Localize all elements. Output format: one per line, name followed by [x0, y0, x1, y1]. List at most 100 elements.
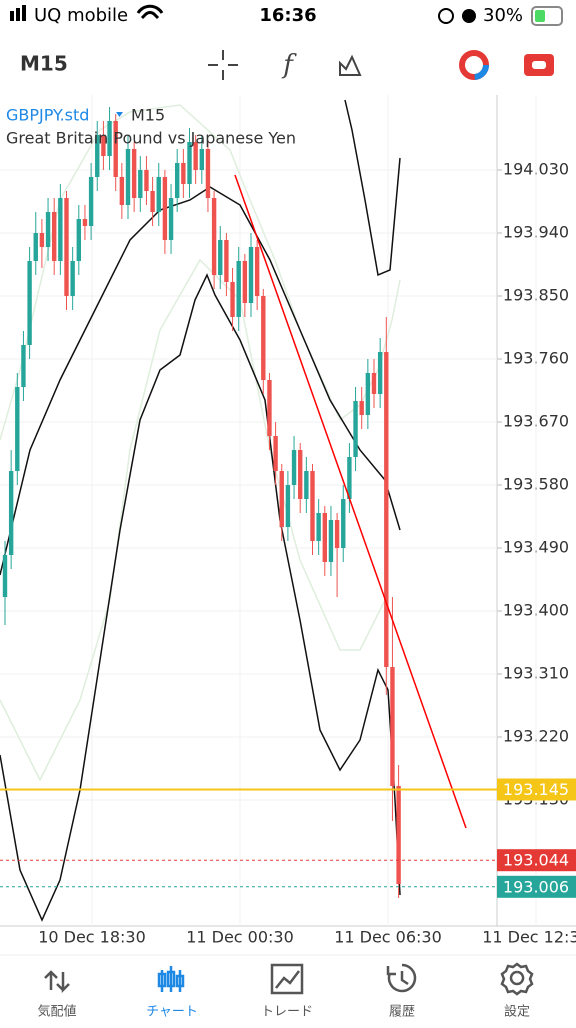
- candle-body: [211, 198, 217, 275]
- trend-line: [234, 174, 467, 829]
- candle-body: [15, 387, 20, 471]
- candle-body: [27, 261, 32, 345]
- candle-body: [384, 352, 389, 667]
- candle-body: [322, 513, 327, 562]
- candle-body: [261, 296, 266, 380]
- candle-body: [224, 240, 229, 282]
- wifi-icon: [136, 4, 164, 20]
- objects-button[interactable]: [339, 54, 362, 76]
- candle-body: [45, 212, 51, 247]
- tab-icon[interactable]: [270, 963, 304, 995]
- candle-body: [52, 212, 57, 261]
- tab-bar: 気配値 チャート トレード 履歴 設定: [37, 962, 534, 1020]
- price-label-box: [497, 875, 576, 898]
- candle-body: [390, 667, 395, 786]
- x-tick-label: 10 Dec 18:30: [38, 928, 146, 947]
- grid: 194.030193.940193.850193.760193.670193.5…: [0, 95, 576, 947]
- candle-body: [304, 471, 309, 499]
- tab-label[interactable]: トレード: [261, 1005, 313, 1020]
- candle-body: [334, 520, 340, 548]
- timeframe-button[interactable]: M15: [20, 52, 68, 76]
- price-label-box: [497, 778, 576, 801]
- candle-body: [347, 457, 352, 499]
- alarm-icon: [462, 9, 476, 23]
- battery-percent: 30%: [483, 5, 523, 26]
- clock: 16:36: [259, 5, 316, 26]
- candle-body: [310, 471, 315, 541]
- candle-body: [341, 499, 346, 548]
- candle-body: [131, 149, 137, 198]
- candle-body: [298, 450, 303, 499]
- candle-body: [39, 233, 45, 247]
- crosshair-button[interactable]: [208, 50, 238, 80]
- tab-icon[interactable]: [44, 970, 70, 994]
- candle-body: [82, 219, 88, 226]
- chart-mode-icon: [532, 61, 546, 69]
- trade-button-accent: [459, 50, 489, 80]
- candle-body: [359, 401, 364, 415]
- price-label: 193.044: [503, 851, 569, 870]
- tab-icon[interactable]: [157, 966, 185, 992]
- battery-icon: [531, 6, 563, 26]
- candle-body: [2, 555, 8, 597]
- candle-body: [119, 177, 125, 205]
- candle-body: [33, 233, 38, 261]
- candle-body: [144, 170, 149, 191]
- candle-body: [353, 401, 358, 457]
- tab-label[interactable]: 履歴: [389, 1005, 415, 1020]
- x-tick-label: 11 Dec 00:30: [186, 928, 294, 947]
- symbol[interactable]: GBPJPY.std: [6, 106, 89, 125]
- candle-body: [95, 135, 100, 177]
- candle-body: [113, 121, 118, 177]
- band-lower: [0, 273, 401, 922]
- candle-body: [396, 786, 401, 884]
- symbol-description: Great Britain Pound vs Japanese Yen: [6, 129, 296, 148]
- x-tick-label: 11 Dec 06:30: [334, 928, 442, 947]
- candle-body: [328, 520, 334, 562]
- candle-body: [175, 163, 180, 198]
- candle-body: [218, 240, 223, 275]
- candles: [2, 107, 401, 898]
- candle-body: [236, 261, 241, 317]
- candle-body: [205, 149, 211, 198]
- candle-body: [365, 373, 371, 415]
- candle-body: [64, 198, 69, 296]
- price-label-box: [497, 849, 576, 872]
- band-lower-inner: [0, 258, 386, 782]
- tab-icon[interactable]: [386, 963, 417, 993]
- candle-body: [242, 261, 248, 303]
- candle-body: [273, 436, 278, 471]
- candle-body: [88, 177, 94, 226]
- tab-label[interactable]: 気配値: [37, 1004, 76, 1020]
- candle-body: [254, 247, 260, 296]
- chart-timeframe: M15: [131, 106, 165, 125]
- candle-body: [168, 198, 174, 240]
- candle-body: [267, 380, 272, 436]
- x-tick-label: 11 Dec 12:30: [482, 928, 576, 947]
- candle-body: [181, 163, 186, 184]
- carrier: UQ mobile: [34, 5, 128, 26]
- candle-body: [138, 170, 143, 198]
- tab-label[interactable]: 設定: [504, 1004, 530, 1020]
- candle-body: [371, 373, 377, 394]
- candle-body: [162, 177, 168, 240]
- candle-body: [156, 177, 161, 212]
- candle-body: [107, 121, 112, 156]
- lock-icon: [438, 8, 454, 24]
- candle-body: [193, 142, 198, 170]
- tab-icon[interactable]: [500, 962, 534, 996]
- candle-body: [58, 198, 63, 261]
- candle-body: [316, 513, 321, 541]
- candle-body: [199, 149, 204, 170]
- price-label: 193.145: [503, 780, 569, 799]
- candle-body: [187, 142, 192, 184]
- candle-body: [285, 485, 291, 527]
- tab-label[interactable]: チャート: [146, 1005, 198, 1020]
- signal-icon: [10, 11, 14, 21]
- candle-body: [377, 352, 383, 394]
- candle-body: [21, 345, 26, 387]
- battery-level: [535, 10, 545, 22]
- candle-body: [125, 149, 131, 205]
- symbol-dropdown[interactable]: [116, 112, 123, 117]
